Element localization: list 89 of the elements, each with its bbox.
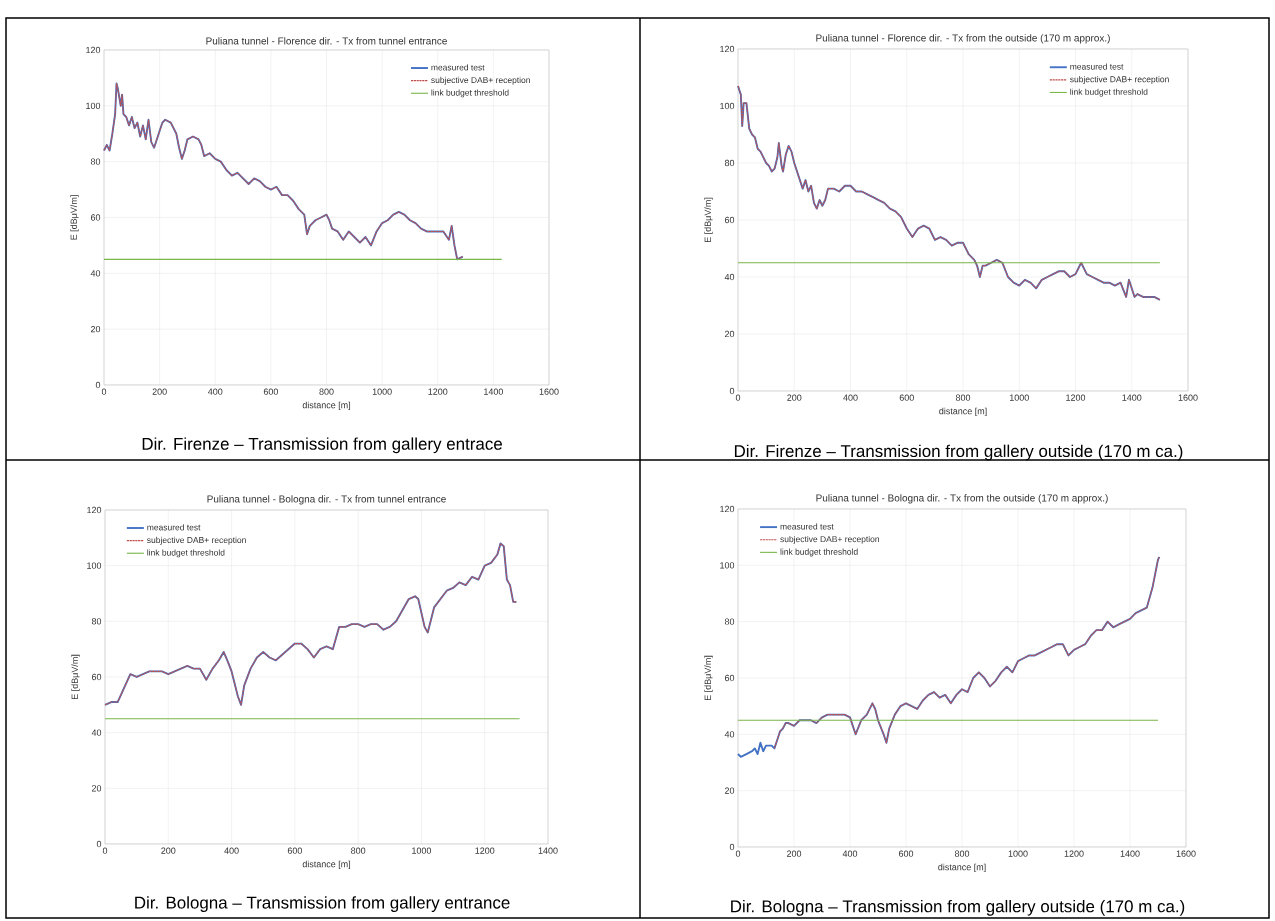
y-tick-label: 100 <box>87 562 102 569</box>
x-tick-label: 400 <box>224 847 239 854</box>
x-tick-label: 1400 <box>1122 394 1142 401</box>
x-tick-label: 1000 <box>412 847 432 854</box>
y-tick-label: 80 <box>724 618 735 625</box>
x-axis-title: distance [m] <box>938 863 986 873</box>
x-tick-label: 200 <box>152 388 167 395</box>
y-axis-title: E [dBμV/m] <box>70 195 79 240</box>
x-tick-label: 0 <box>102 847 108 854</box>
y-tick-label: 80 <box>91 618 102 625</box>
legend-label: link budget threshold <box>147 549 225 558</box>
y-axis-title: E [dBμV/m] <box>71 654 80 700</box>
x-tick-label: 1400 <box>1120 850 1140 857</box>
legend-label: measured test <box>1070 63 1124 70</box>
x-tick-label: 800 <box>954 850 970 857</box>
x-tick-label: 800 <box>351 847 366 854</box>
y-tick-label: 40 <box>91 729 102 736</box>
x-tick-label: 1600 <box>1178 394 1198 401</box>
x-tick-label: 1400 <box>538 847 558 854</box>
y-tick-label: 100 <box>720 102 735 110</box>
y-tick-label: 120 <box>720 505 735 513</box>
x-tick-label: 1200 <box>1066 394 1086 401</box>
x-axis-title: distance [m] <box>302 860 351 870</box>
x-tick-label: 600 <box>263 388 279 395</box>
chart-title: Puliana tunnel - Florence dir. - Tx from tunnel entrance <box>206 37 447 45</box>
legend-label: subjective DAB+ reception <box>780 535 879 544</box>
x-tick-label: 1200 <box>1064 850 1084 857</box>
x-tick-label: 0 <box>735 850 741 857</box>
x-tick-label: 1600 <box>539 388 559 395</box>
x-axis-title: distance [m] <box>302 401 351 411</box>
legend-label: subjective DAB+ reception <box>147 536 246 545</box>
y-tick-label: 120 <box>87 506 102 514</box>
y-tick-label: 0 <box>95 381 101 389</box>
x-tick-label: 1000 <box>372 388 392 395</box>
chart-title: Puliana tunnel - Bologna dir. - Tx from the outside (170 m approx.) <box>816 494 1108 504</box>
y-tick-label: 100 <box>720 562 735 569</box>
x-tick-label: 1200 <box>475 847 495 854</box>
x-tick-label: 600 <box>898 850 914 857</box>
y-tick-label: 0 <box>96 840 102 848</box>
y-tick-label: 120 <box>86 46 101 54</box>
y-tick-label: 60 <box>724 674 735 682</box>
x-tick-label: 200 <box>161 847 176 854</box>
chart-title: Puliana tunnel - Bologna dir. - Tx from tunnel entrance <box>207 495 446 505</box>
x-tick-label: 1000 <box>1009 394 1029 401</box>
legend-label: measured test <box>431 64 485 71</box>
text: Dir. Bologna – Transmission from gallery outside (170 m ca.) <box>731 899 1185 916</box>
legend-label: link budget threshold <box>431 89 509 98</box>
x-tick-label: 1600 <box>1176 850 1196 857</box>
y-tick-label: 60 <box>90 214 101 221</box>
legend-label: subjective DAB+ reception <box>1070 76 1169 84</box>
y-tick-label: 80 <box>90 158 101 165</box>
y-axis-title: E [dBμV/m] <box>704 655 713 701</box>
x-axis-title: distance [m] <box>939 407 987 417</box>
y-tick-label: 40 <box>724 731 735 738</box>
x-tick-label: 400 <box>842 850 858 857</box>
text: Dir. Bologna – Transmission from gallery entrance <box>135 896 510 912</box>
y-tick-label: 40 <box>724 273 735 281</box>
x-tick-label: 200 <box>786 850 802 857</box>
text: Dir. Firenze – Transmission from gallery entrace <box>142 437 502 454</box>
y-tick-label: 20 <box>724 330 735 338</box>
x-tick-label: 800 <box>319 388 334 395</box>
x-tick-label: 600 <box>899 394 914 401</box>
x-tick-label: 400 <box>843 394 858 401</box>
y-tick-label: 40 <box>90 270 101 277</box>
x-tick-label: 400 <box>207 388 223 395</box>
legend-label: measured test <box>780 523 834 530</box>
x-tick-label: 200 <box>787 394 802 401</box>
x-tick-label: 1200 <box>428 388 448 395</box>
y-tick-label: 100 <box>86 102 101 109</box>
x-tick-label: 1000 <box>1008 850 1028 857</box>
chart-title: Puliana tunnel - Florence dir. - Tx from the outside (170 m approx.) <box>816 34 1110 44</box>
legend-label: subjective DAB+ reception <box>431 76 530 85</box>
text: Dir. Firenze – Transmission from gallery outside (170 m ca.) <box>734 444 1183 461</box>
y-tick-label: 20 <box>90 325 101 333</box>
y-tick-label: 80 <box>724 159 735 167</box>
y-axis-title: E [dBμV/m] <box>704 197 713 243</box>
x-tick-label: 0 <box>735 394 741 401</box>
x-tick-label: 800 <box>955 394 971 401</box>
y-tick-label: 60 <box>91 673 102 681</box>
y-tick-label: 20 <box>91 785 102 792</box>
legend-label: measured test <box>147 524 201 531</box>
x-tick-label: 0 <box>101 388 107 395</box>
legend-label: link budget threshold <box>780 548 858 557</box>
legend-label: link budget threshold <box>1070 88 1148 97</box>
x-tick-label: 1400 <box>484 388 504 395</box>
y-tick-label: 60 <box>724 216 735 224</box>
y-tick-label: 20 <box>724 787 735 794</box>
y-tick-label: 120 <box>720 45 735 53</box>
x-tick-label: 600 <box>287 847 302 854</box>
